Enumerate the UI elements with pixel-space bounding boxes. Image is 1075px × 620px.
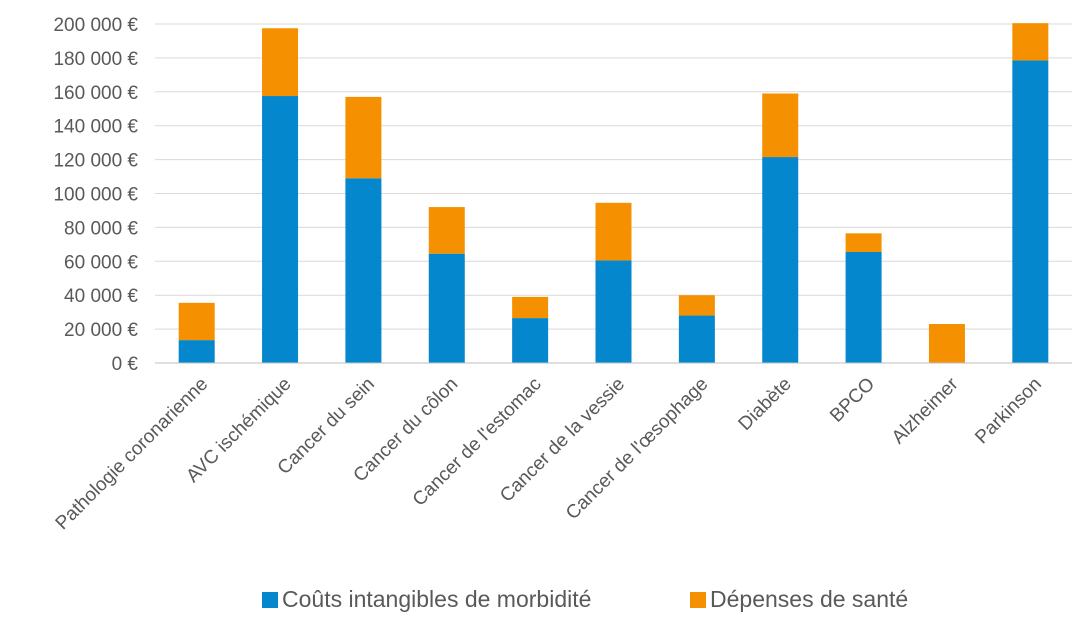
bar-segment-couts-intangibles: [845, 251, 882, 363]
bar-segment-depenses-sante: [178, 302, 215, 341]
gridlines: [155, 23, 1072, 330]
bar-segment-couts-intangibles: [512, 318, 549, 363]
y-tick-label: 200 000 €: [53, 15, 138, 36]
y-tick-label: 0 €: [112, 354, 139, 375]
legend-label: Dépenses de santé: [710, 586, 908, 612]
bar-segment-depenses-sante: [845, 233, 882, 252]
bar-segment-depenses-sante: [1012, 23, 1049, 61]
x-tick-label: Diabète: [735, 374, 796, 435]
legend-swatch: [262, 592, 278, 608]
y-tick-label: 80 000 €: [64, 218, 138, 239]
bar-segment-depenses-sante: [512, 296, 549, 319]
bar-segment-couts-intangibles: [1012, 60, 1049, 363]
bar-segment-depenses-sante: [428, 207, 465, 254]
bar-segment-couts-intangibles: [595, 260, 632, 363]
y-axis-ticks: 0 € 20 000 € 40 000 € 60 000 € 80 000 € 100 0…: [53, 15, 138, 375]
bar-segment-depenses-sante: [595, 202, 632, 261]
y-tick-label: 60 000 €: [64, 252, 138, 273]
legend-swatch: [690, 592, 706, 608]
bar-segment-couts-intangibles: [345, 178, 382, 363]
bars: [178, 23, 1049, 363]
y-tick-label: 140 000 €: [53, 117, 138, 138]
y-tick-label: 20 000 €: [64, 320, 138, 341]
x-tick-label: BPCO: [826, 374, 879, 427]
x-tick-label: Parkinson: [971, 374, 1046, 449]
y-tick-label: 160 000 €: [53, 83, 138, 104]
y-tick-label: 180 000 €: [53, 49, 138, 70]
legend: Coûts intangibles de morbidité Dépenses d…: [262, 586, 908, 612]
x-tick-label: Alzheimer: [888, 373, 963, 448]
bar-segment-depenses-sante: [678, 295, 715, 316]
bar-segment-couts-intangibles: [178, 340, 215, 363]
bar-segment-depenses-sante: [345, 96, 382, 179]
y-tick-label: 120 000 €: [53, 151, 138, 172]
bar-segment-depenses-sante: [262, 28, 299, 97]
bar-segment-couts-intangibles: [762, 157, 799, 363]
y-tick-label: 40 000 €: [64, 286, 138, 307]
x-tick-label: Pathologie coronarienne: [52, 374, 213, 535]
bar-segment-couts-intangibles: [262, 96, 299, 363]
x-tick-label: Cancer de l'œsophage: [562, 374, 712, 524]
legend-label: Coûts intangibles de morbidité: [282, 586, 591, 612]
bar-segment-depenses-sante: [928, 324, 965, 363]
bar-segment-depenses-sante: [762, 93, 799, 158]
y-tick-label: 100 000 €: [53, 185, 138, 206]
bar-segment-couts-intangibles: [428, 253, 465, 363]
bar-segment-couts-intangibles: [678, 315, 715, 363]
